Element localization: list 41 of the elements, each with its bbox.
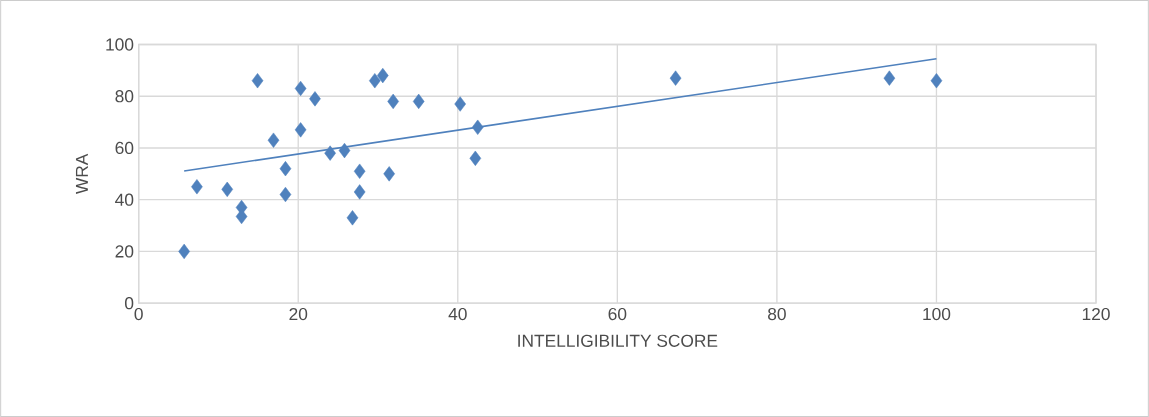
point xyxy=(279,160,292,177)
point xyxy=(294,80,307,96)
point xyxy=(294,122,307,138)
point xyxy=(346,210,359,226)
point xyxy=(377,67,389,84)
point xyxy=(324,145,336,161)
point xyxy=(369,73,381,89)
point xyxy=(383,166,395,182)
point xyxy=(178,243,190,259)
point xyxy=(221,181,233,197)
point xyxy=(883,70,896,86)
point xyxy=(930,73,943,89)
x-tick-label: 40 xyxy=(448,307,467,321)
point xyxy=(191,179,203,195)
point xyxy=(471,119,484,135)
point xyxy=(279,186,292,203)
y-tick-label: 100 xyxy=(106,38,134,51)
point xyxy=(454,96,466,112)
x-tick-label: 20 xyxy=(289,307,308,321)
point xyxy=(669,70,682,86)
y-tick-label: 60 xyxy=(115,141,134,155)
x-tick-label: 0 xyxy=(134,307,143,321)
point xyxy=(353,163,366,179)
point xyxy=(469,150,482,166)
y-tick-label: 80 xyxy=(115,90,134,103)
point xyxy=(267,132,280,148)
y-axis-title: WRA xyxy=(75,153,88,194)
x-axis-title: INTELLIGIBILITY SCORE xyxy=(518,334,718,347)
y-tick-label: 0 xyxy=(124,296,134,310)
y-tick-label: 40 xyxy=(115,193,134,206)
y-tick-label: 20 xyxy=(115,245,134,258)
x-tick-label: 100 xyxy=(923,307,951,321)
point xyxy=(412,93,425,109)
point xyxy=(387,93,399,109)
point xyxy=(353,184,366,200)
x-tick-label: 60 xyxy=(608,307,627,321)
x-tick-label: 80 xyxy=(768,307,786,321)
point xyxy=(309,91,321,107)
point xyxy=(251,73,264,89)
x-tick-label: 120 xyxy=(1082,307,1110,321)
point xyxy=(338,142,351,159)
